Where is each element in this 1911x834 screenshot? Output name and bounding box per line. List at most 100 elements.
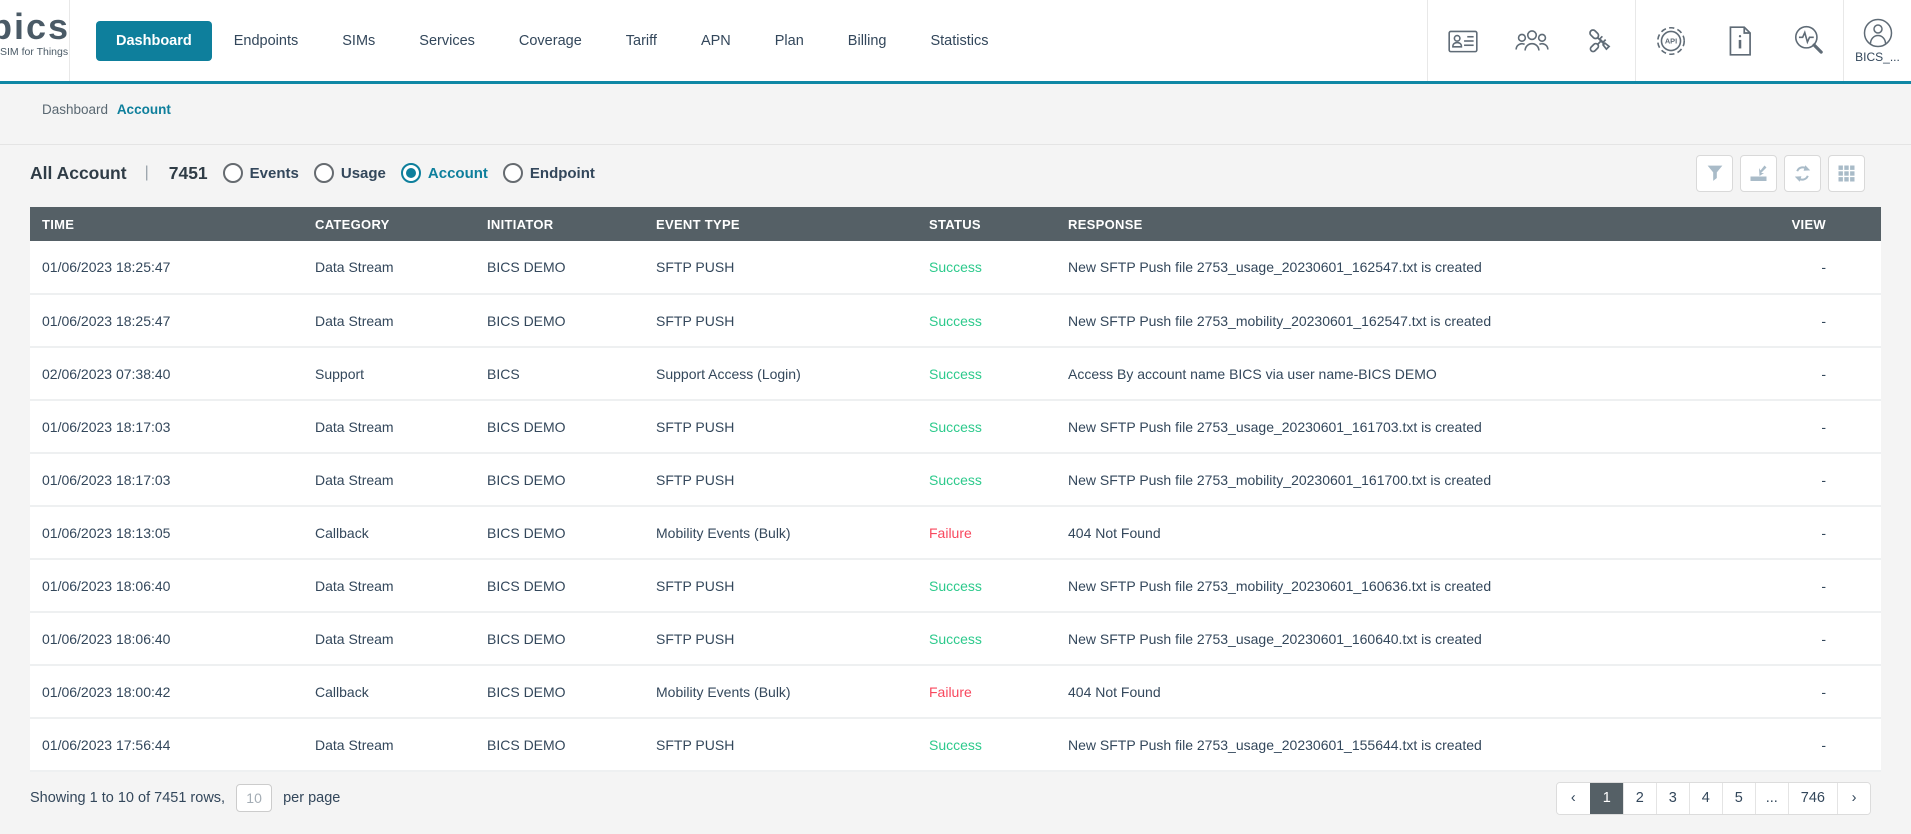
- nav-sims[interactable]: SIMs: [342, 32, 376, 49]
- radio-endpoint[interactable]: Endpoint: [502, 163, 595, 183]
- nav-billing[interactable]: Billing: [847, 32, 887, 49]
- event-type-cell: SFTP PUSH: [644, 559, 917, 613]
- radio-account[interactable]: Account: [400, 163, 488, 183]
- page-prev-button[interactable]: ‹: [1556, 782, 1590, 814]
- table-row[interactable]: 01/06/2023 18:00:42 Callback BICS DEMO M…: [30, 665, 1881, 719]
- status-cell: Success: [917, 241, 1056, 295]
- category-cell: Callback: [303, 506, 475, 560]
- event-type-cell: SFTP PUSH: [644, 612, 917, 666]
- status-cell: Success: [917, 559, 1056, 613]
- radio-usage[interactable]: Usage: [313, 163, 386, 183]
- table-row[interactable]: 01/06/2023 17:56:44 Data Stream BICS DEM…: [30, 718, 1881, 772]
- table-footer: Showing 1 to 10 of 7451 rows, per page ‹…: [30, 778, 1881, 818]
- list-controls: All Account | 7451 Events Usage Account …: [30, 150, 1881, 196]
- initiator-cell: BICS DEMO: [475, 506, 644, 560]
- page-title: All Account: [30, 162, 127, 183]
- event-type-cell: SFTP PUSH: [644, 718, 917, 772]
- divider: [1843, 0, 1844, 81]
- radio-circle-icon: [502, 163, 523, 183]
- nav-apn[interactable]: APN: [700, 32, 731, 49]
- table-row[interactable]: 01/06/2023 18:17:03 Data Stream BICS DEM…: [30, 453, 1881, 507]
- nav-services[interactable]: Services: [419, 32, 475, 49]
- page-3-button[interactable]: 3: [1655, 782, 1689, 814]
- radio-events[interactable]: Events: [222, 163, 299, 183]
- refresh-button[interactable]: [1784, 154, 1821, 192]
- avatar-icon: [1862, 17, 1894, 49]
- col-header-response[interactable]: RESPONSE: [1056, 207, 1736, 241]
- initiator-cell: BICS DEMO: [475, 453, 644, 507]
- table-toolbar: [1689, 154, 1881, 192]
- col-header-time[interactable]: TIME: [30, 207, 303, 241]
- response-cell: New SFTP Push file 2753_usage_20230601_1…: [1056, 241, 1736, 295]
- events-table: TIME CATEGORY INITIATOR EVENT TYPE STATU…: [30, 207, 1881, 772]
- divider: [1427, 0, 1428, 81]
- time-cell: 01/06/2023 18:00:42: [30, 665, 303, 719]
- category-cell: Data Stream: [303, 294, 475, 348]
- response-cell: New SFTP Push file 2753_usage_20230601_1…: [1056, 400, 1736, 454]
- col-header-event-type[interactable]: EVENT TYPE: [644, 207, 917, 241]
- col-header-view[interactable]: VIEW: [1736, 207, 1881, 241]
- view-cell: -: [1736, 294, 1881, 348]
- status-cell: Success: [917, 294, 1056, 348]
- table-row[interactable]: 01/06/2023 18:13:05 Callback BICS DEMO M…: [30, 506, 1881, 560]
- columns-button[interactable]: [1828, 154, 1865, 192]
- brand-logo[interactable]: bics SIM for Things: [0, 0, 70, 81]
- col-header-category[interactable]: CATEGORY: [303, 207, 475, 241]
- nav-tariff[interactable]: Tariff: [625, 32, 657, 49]
- view-cell: -: [1736, 612, 1881, 666]
- view-cell: -: [1736, 665, 1881, 719]
- table-row[interactable]: 01/06/2023 18:25:47 Data Stream BICS DEM…: [30, 294, 1881, 348]
- initiator-cell: BICS DEMO: [475, 294, 644, 348]
- export-icon: [1749, 164, 1768, 183]
- time-cell: 01/06/2023 18:06:40: [30, 612, 303, 666]
- page-size-input[interactable]: [236, 784, 273, 812]
- page-ellipsis[interactable]: ...: [1754, 782, 1788, 814]
- table-row[interactable]: 01/06/2023 18:25:47 Data Stream BICS DEM…: [30, 241, 1881, 295]
- breadcrumb-dashboard[interactable]: Dashboard: [42, 102, 109, 117]
- breadcrumb-account: Account: [116, 102, 171, 117]
- user-menu[interactable]: BICS_...: [1844, 0, 1911, 81]
- event-type-cell: Support Access (Login): [644, 347, 917, 401]
- filter-button[interactable]: [1696, 154, 1733, 192]
- nav-coverage[interactable]: Coverage: [518, 32, 582, 49]
- category-cell: Callback: [303, 665, 475, 719]
- diagnostics-search-icon[interactable]: [1774, 0, 1843, 81]
- nav-plan[interactable]: Plan: [774, 32, 804, 49]
- page-746-button[interactable]: 746: [1787, 782, 1837, 814]
- initiator-cell: BICS DEMO: [475, 612, 644, 666]
- col-header-status[interactable]: STATUS: [917, 207, 1056, 241]
- status-cell: Success: [917, 453, 1056, 507]
- category-cell: Data Stream: [303, 400, 475, 454]
- list-controls-left: All Account | 7451 Events Usage Account …: [30, 163, 595, 184]
- time-cell: 01/06/2023 18:17:03: [30, 453, 303, 507]
- initiator-cell: BICS DEMO: [475, 665, 644, 719]
- event-type-cell: Mobility Events (Bulk): [644, 665, 917, 719]
- page-2-button[interactable]: 2: [1622, 782, 1656, 814]
- account-card-icon[interactable]: [1428, 0, 1497, 81]
- response-cell: New SFTP Push file 2753_usage_20230601_1…: [1056, 612, 1736, 666]
- col-header-initiator[interactable]: INITIATOR: [475, 207, 644, 241]
- nav-statistics[interactable]: Statistics: [930, 32, 989, 49]
- time-cell: 01/06/2023 18:25:47: [30, 294, 303, 348]
- table-row[interactable]: 01/06/2023 18:06:40 Data Stream BICS DEM…: [30, 559, 1881, 613]
- table-row[interactable]: 01/06/2023 18:17:03 Data Stream BICS DEM…: [30, 400, 1881, 454]
- api-gear-icon[interactable]: API: [1636, 0, 1705, 81]
- category-cell: Data Stream: [303, 612, 475, 666]
- tools-icon[interactable]: [1566, 0, 1635, 81]
- nav-endpoints[interactable]: Endpoints: [233, 32, 299, 49]
- view-cell: -: [1736, 718, 1881, 772]
- page-4-button[interactable]: 4: [1688, 782, 1722, 814]
- nav-dashboard[interactable]: Dashboard: [96, 20, 212, 61]
- response-cell: New SFTP Push file 2753_mobility_2023060…: [1056, 559, 1736, 613]
- table-row[interactable]: 01/06/2023 18:06:40 Data Stream BICS DEM…: [30, 612, 1881, 666]
- page-1-button[interactable]: 1: [1589, 782, 1623, 814]
- export-button[interactable]: [1740, 154, 1777, 192]
- users-group-icon[interactable]: [1497, 0, 1566, 81]
- page-5-button[interactable]: 5: [1721, 782, 1755, 814]
- info-document-icon[interactable]: [1705, 0, 1774, 81]
- view-cell: -: [1736, 453, 1881, 507]
- page-next-button[interactable]: ›: [1837, 782, 1870, 814]
- brand-name: bics: [0, 6, 70, 47]
- table-row[interactable]: 02/06/2023 07:38:40 Support BICS Support…: [30, 347, 1881, 401]
- time-cell: 01/06/2023 18:25:47: [30, 241, 303, 295]
